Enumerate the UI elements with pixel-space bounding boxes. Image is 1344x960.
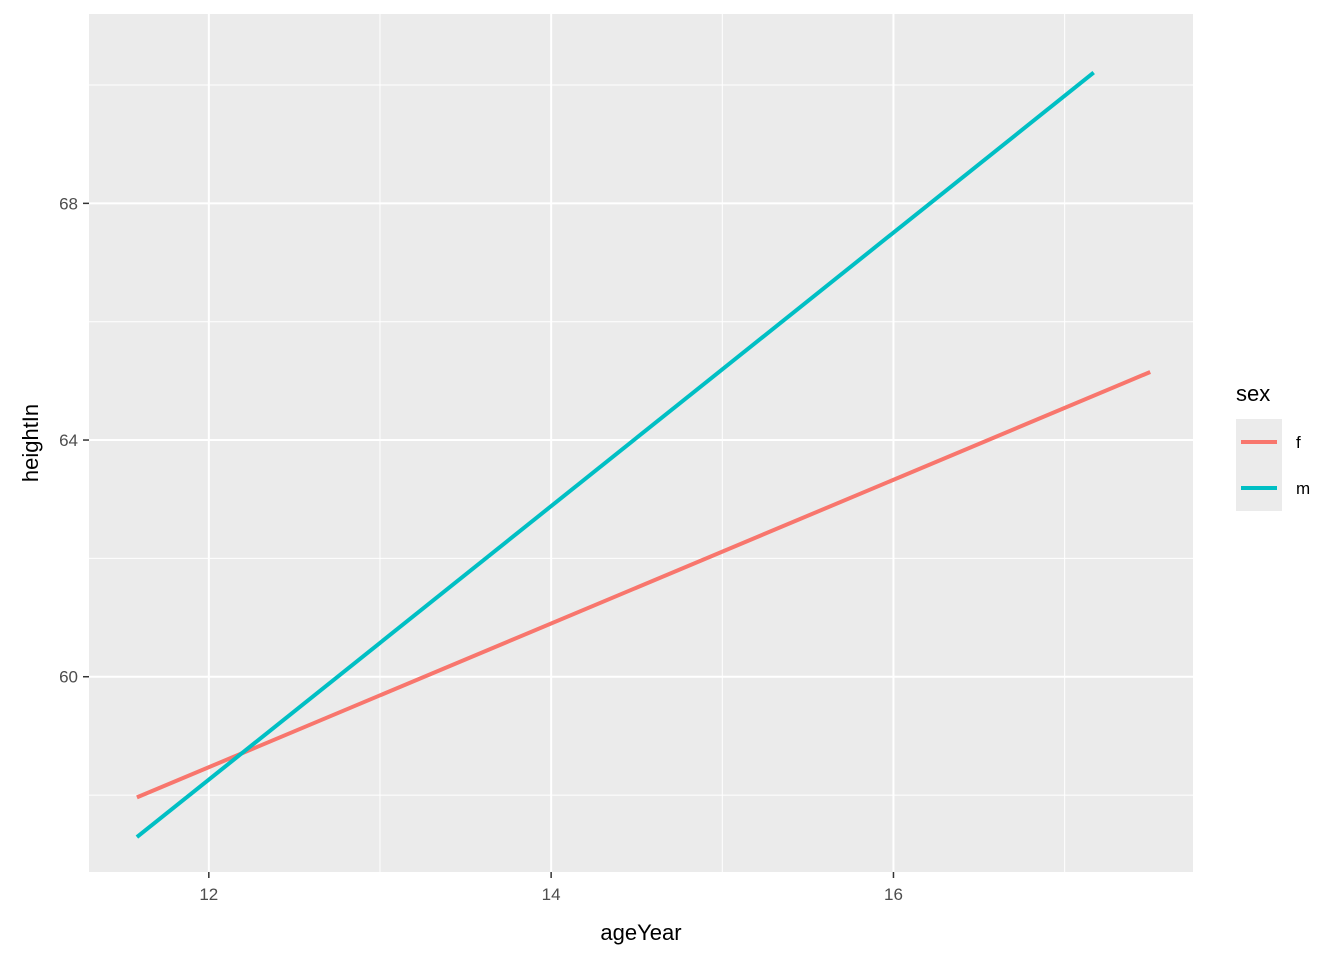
series-line-f xyxy=(136,370,1151,800)
legend-keys: fm xyxy=(1236,419,1310,511)
legend: sex fm xyxy=(1236,381,1310,511)
series-lines xyxy=(135,71,1151,839)
minor-grid xyxy=(89,14,1193,872)
x-tick-label: 16 xyxy=(884,885,903,904)
y-axis-title: heightIn xyxy=(18,404,43,482)
legend-label-f: f xyxy=(1296,433,1301,452)
x-tick-label: 12 xyxy=(199,885,218,904)
y-tick-label: 60 xyxy=(59,668,78,687)
legend-title: sex xyxy=(1236,381,1270,406)
major-grid xyxy=(89,14,1193,872)
y-tick-label: 68 xyxy=(59,194,78,213)
x-axis-title: ageYear xyxy=(600,920,681,945)
legend-label-m: m xyxy=(1296,479,1310,498)
x-tick-label: 14 xyxy=(542,885,561,904)
y-axis: 60 64 68 xyxy=(59,194,89,687)
series-line-m xyxy=(135,71,1095,839)
x-axis: 12 14 16 xyxy=(199,872,903,904)
y-tick-label: 64 xyxy=(59,431,78,450)
